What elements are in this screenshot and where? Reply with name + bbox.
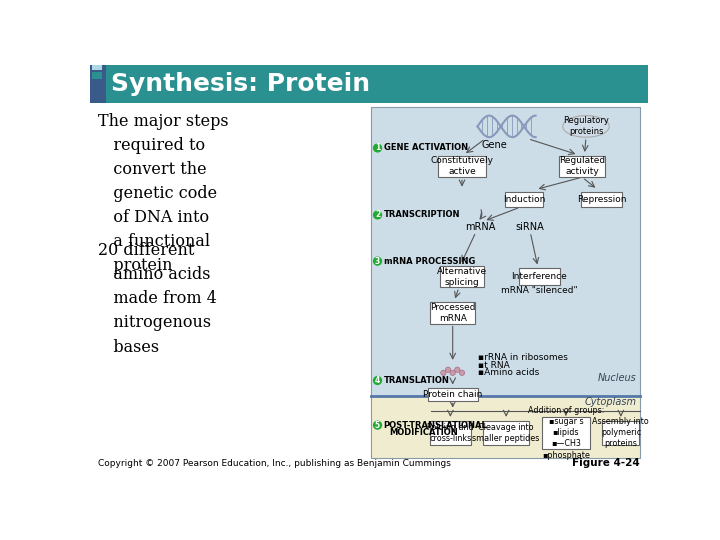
FancyBboxPatch shape	[602, 421, 639, 445]
Text: 20 different
   amino acids
   made from 4
   nitrogenous
   bases: 20 different amino acids made from 4 nit…	[98, 242, 217, 355]
Bar	[92, 63, 102, 70]
Bar	[90, 65, 106, 103]
Text: 1: 1	[375, 144, 380, 152]
FancyBboxPatch shape	[438, 156, 486, 177]
FancyBboxPatch shape	[505, 192, 544, 207]
Text: Assembly into
polymeric
proteins: Assembly into polymeric proteins	[593, 417, 649, 448]
FancyBboxPatch shape	[559, 156, 606, 177]
Text: Induction: Induction	[503, 195, 545, 204]
Text: mRNA: mRNA	[464, 221, 495, 232]
Text: Alternative
splicing: Alternative splicing	[437, 267, 487, 287]
Text: Cytoplasm: Cytoplasm	[585, 397, 636, 408]
Text: Synthesis: Protein: Synthesis: Protein	[111, 72, 370, 96]
Text: 5: 5	[375, 421, 380, 430]
Text: ▪t RNA: ▪t RNA	[477, 361, 509, 369]
Circle shape	[446, 367, 451, 373]
Circle shape	[450, 370, 456, 375]
Text: Processed
mRNA: Processed mRNA	[430, 303, 475, 323]
Text: Constitutively
active: Constitutively active	[431, 157, 493, 177]
Text: Figure 4-24: Figure 4-24	[572, 457, 640, 468]
FancyBboxPatch shape	[542, 417, 590, 449]
Text: 2: 2	[375, 211, 380, 219]
Circle shape	[373, 256, 382, 266]
Text: Protein chain: Protein chain	[423, 390, 482, 399]
Text: TRANSCRIPTION: TRANSCRIPTION	[384, 211, 460, 219]
Circle shape	[441, 370, 446, 375]
Text: ▪Amino acids: ▪Amino acids	[477, 368, 539, 377]
FancyBboxPatch shape	[431, 302, 475, 323]
FancyBboxPatch shape	[483, 421, 529, 445]
Bar	[90, 103, 648, 469]
Text: MODIFICATION: MODIFICATION	[389, 428, 458, 436]
Text: Nucleus: Nucleus	[598, 373, 636, 383]
FancyBboxPatch shape	[428, 388, 478, 401]
FancyBboxPatch shape	[439, 266, 485, 287]
Bar	[90, 65, 648, 103]
Ellipse shape	[563, 116, 609, 137]
Bar	[92, 72, 102, 79]
Text: ▪rRNA in ribosomes: ▪rRNA in ribosomes	[477, 353, 567, 362]
Text: Regulatory
proteins: Regulatory proteins	[563, 116, 609, 137]
Text: POST-TRANSLATIONAL: POST-TRANSLATIONAL	[384, 421, 487, 430]
Text: The major steps
   required to
   convert the
   genetic code
   of DNA into
   : The major steps required to convert the …	[98, 112, 228, 274]
Text: Gene: Gene	[482, 140, 508, 150]
Text: TRANSLATION: TRANSLATION	[384, 376, 449, 385]
Text: 3: 3	[375, 256, 380, 266]
Bar	[92, 81, 102, 89]
Circle shape	[454, 367, 460, 373]
Circle shape	[459, 370, 464, 375]
Text: GENE ACTIVATION: GENE ACTIVATION	[384, 144, 468, 152]
Bar	[372, 107, 640, 396]
Bar	[372, 396, 640, 457]
Text: Cleavage into
smaller peptides: Cleavage into smaller peptides	[472, 423, 540, 443]
Text: mRNA "silenced": mRNA "silenced"	[501, 286, 578, 295]
FancyBboxPatch shape	[581, 192, 621, 207]
FancyBboxPatch shape	[431, 421, 471, 445]
Text: Addition of groups:
▪sugar s
▪lipids
▪—CH3
▪phosphate: Addition of groups: ▪sugar s ▪lipids ▪—C…	[528, 406, 604, 460]
FancyBboxPatch shape	[519, 268, 559, 285]
Text: siRNA: siRNA	[516, 221, 544, 232]
Text: 4: 4	[375, 376, 380, 385]
Circle shape	[373, 421, 382, 430]
Text: Repression: Repression	[577, 195, 626, 204]
Text: mRNA PROCESSING: mRNA PROCESSING	[384, 256, 475, 266]
Text: Interference: Interference	[512, 272, 567, 281]
Circle shape	[373, 376, 382, 385]
Circle shape	[373, 143, 382, 153]
Text: Regulated
activity: Regulated activity	[559, 157, 606, 177]
Text: Copyright © 2007 Pearson Education, Inc., publishing as Benjamin Cummings: Copyright © 2007 Pearson Education, Inc.…	[98, 458, 451, 468]
Circle shape	[373, 210, 382, 220]
Text: Folding and
cross-links: Folding and cross-links	[427, 423, 474, 443]
